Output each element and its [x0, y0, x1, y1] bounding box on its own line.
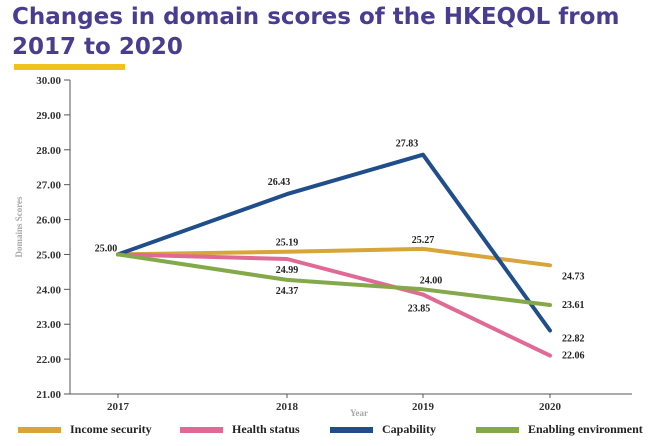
data-label: 24.00: [420, 275, 443, 286]
line-chart: 21.00 22.00 23.00 24.00 25.00 26.00 27.00 28.00…: [14, 75, 632, 418]
data-label: 22.06: [562, 351, 585, 362]
x-tick-label: 2020: [539, 401, 562, 413]
legend-label-health: Health status: [232, 422, 300, 436]
data-label: 27.83: [396, 139, 419, 150]
x-tick-label: 2019: [412, 401, 435, 413]
y-tick-label: 21.00: [36, 389, 61, 401]
chart-title: Changes in domain scores of the HKEQOL f…: [12, 4, 620, 60]
y-tick-label: 23.00: [36, 319, 61, 331]
x-tick-label: 2017: [107, 401, 130, 413]
data-label: 26.43: [268, 177, 291, 188]
legend-item-enabling-environment: Enabling environment: [476, 422, 643, 437]
series-line-capability: [116, 152, 552, 333]
series-line-enabling-environment: [116, 252, 552, 307]
data-label: 23.85: [408, 304, 431, 315]
data-label: 25.19: [276, 238, 299, 249]
series-line-income-security: [116, 246, 552, 268]
y-tick-label: 25.00: [36, 249, 61, 261]
legend-label-enabling: Enabling environment: [528, 422, 643, 436]
legend: Income security Health status Capability…: [0, 418, 661, 440]
legend-item-health-status: Health status: [180, 422, 300, 437]
y-tick-label: 30.00: [36, 75, 61, 87]
data-label: 22.82: [562, 334, 585, 345]
y-tick-label: 22.00: [36, 354, 61, 366]
x-tick-label: 2018: [276, 401, 299, 413]
legend-label-capability: Capability: [382, 422, 437, 436]
data-label: 23.61: [562, 300, 585, 311]
legend-swatch-income: [18, 426, 61, 433]
y-tick-label: 24.00: [36, 284, 61, 296]
data-label: 25.27: [412, 235, 435, 246]
y-tick-label: 27.00: [36, 180, 61, 192]
legend-item-capability: Capability: [330, 422, 436, 437]
legend-swatch-enabling: [476, 426, 519, 433]
data-label: 24.73: [562, 271, 585, 282]
title-underline-bar: [14, 64, 125, 70]
y-axis-title: Domains Scores: [14, 196, 24, 258]
data-label: 24.99: [276, 265, 299, 276]
x-axis-title: Year: [350, 408, 368, 418]
legend-swatch-health: [180, 426, 223, 433]
data-label: 24.37: [276, 286, 299, 297]
y-tick-label: 28.00: [36, 145, 61, 157]
legend-swatch-capability: [330, 426, 373, 433]
legend-label-income: Income security: [70, 422, 152, 436]
series-line-health-status: [116, 252, 552, 358]
y-tick-label: 26.00: [36, 215, 61, 227]
y-tick-label: 29.00: [36, 110, 61, 122]
legend-item-income-security: Income security: [18, 422, 152, 437]
data-label: 25.00: [95, 243, 118, 254]
